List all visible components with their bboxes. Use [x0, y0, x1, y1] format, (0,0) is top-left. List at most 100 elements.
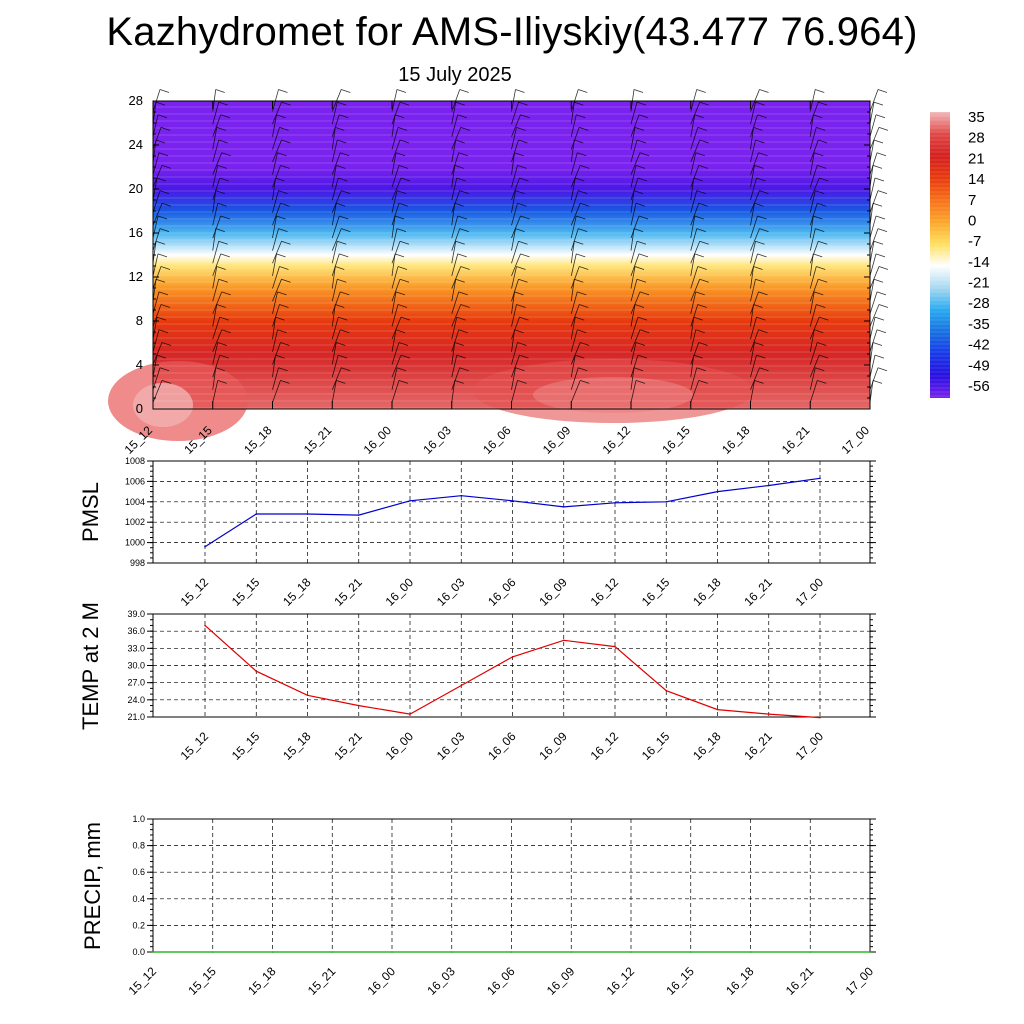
series-point	[511, 499, 514, 502]
wind-barb	[809, 266, 817, 289]
wind-barb	[451, 215, 459, 239]
wind-barb	[331, 253, 340, 277]
wind-barb	[690, 241, 701, 264]
wind-barb	[212, 101, 220, 125]
wind-barb	[331, 354, 339, 378]
wind-barb-flag	[873, 240, 884, 245]
wind-barb-flag	[159, 228, 170, 232]
wind-barb	[391, 152, 397, 175]
wind-barb-flag	[278, 89, 288, 93]
wind-barb	[690, 127, 699, 150]
y-tick-label: 998	[130, 558, 145, 568]
wind-barb	[869, 102, 875, 125]
wind-barb	[570, 177, 576, 201]
x-tick-label: 16_21	[741, 575, 775, 609]
series-point	[630, 951, 632, 953]
series-point	[665, 501, 668, 503]
wind-barb-flag	[161, 164, 172, 169]
colorbar-label: 28	[968, 130, 985, 147]
wind-barb-flag	[817, 202, 827, 207]
wind-barb	[630, 152, 641, 175]
wind-barb	[869, 304, 880, 327]
wind-barb	[511, 241, 519, 264]
wind-barb	[272, 355, 276, 378]
wind-barb-flag	[876, 152, 887, 157]
wind-barb-flag	[277, 329, 287, 334]
wind-barb-flag	[517, 342, 527, 346]
wind-barb	[570, 266, 580, 289]
wind-barb	[451, 279, 457, 302]
wind-barb	[869, 291, 878, 314]
wind-barb-flag	[396, 190, 407, 195]
series-point	[409, 713, 411, 715]
wind-barb-flag	[456, 316, 466, 321]
wind-barb-flag	[397, 266, 408, 270]
series-point	[306, 513, 309, 515]
wind-barb	[690, 177, 695, 201]
y-tick-label: 36.0	[127, 626, 145, 636]
x-tick-label: 15_18	[241, 423, 275, 457]
wind-barb	[451, 114, 459, 137]
wind-barb	[630, 266, 636, 289]
wind-barb	[152, 215, 159, 239]
wind-barb	[750, 279, 756, 302]
wind-barb	[152, 367, 161, 390]
wind-barb	[570, 102, 575, 125]
wind-barb	[451, 190, 461, 213]
wind-barb-flag	[818, 240, 828, 245]
wind-barb-flag	[877, 89, 888, 93]
colorbar-label: 0	[968, 212, 976, 229]
colorbar-label: -35	[968, 316, 990, 333]
wind-barb	[869, 253, 877, 277]
wind-barb	[212, 228, 217, 251]
wind-barb	[152, 329, 160, 352]
wind-barb-flag	[633, 89, 644, 93]
wind-barb-flag	[636, 101, 647, 106]
precip-panel: 0.0 0.2 0.4 0.6 0.8 1.0 15_12 15_15 15_18 15_21 16…	[80, 814, 876, 998]
wind-barb-flag	[339, 215, 349, 220]
wind-barb	[690, 317, 695, 340]
wind-barb	[451, 152, 460, 175]
wind-barb	[690, 367, 698, 390]
x-tick-label: 16_12	[588, 575, 622, 609]
wind-barb	[212, 139, 220, 163]
wind-barb-flag	[699, 139, 709, 144]
wind-barb-flag	[516, 127, 526, 131]
wind-barb	[511, 152, 515, 175]
wind-barb-flag	[216, 266, 226, 270]
wind-barb	[630, 139, 638, 163]
wind-barb	[690, 152, 697, 175]
wind-barb	[630, 165, 637, 188]
wind-barb-flag	[399, 278, 410, 283]
wind-barb	[272, 367, 279, 390]
wind-barb-flag	[818, 139, 828, 144]
wind-barb	[212, 152, 223, 175]
x-tick-label: 15_18	[280, 575, 314, 609]
wind-barb	[272, 215, 277, 239]
wind-barb	[272, 177, 276, 201]
wind-barb-flag	[396, 228, 407, 232]
wind-barb-flag	[635, 164, 646, 169]
wind-barb	[391, 215, 396, 239]
wind-barb-flag	[281, 139, 291, 144]
wind-barb-flag	[398, 202, 409, 207]
wind-barb	[570, 89, 579, 112]
colorbar-label: -28	[968, 295, 990, 312]
wind-barb-flag	[460, 127, 470, 131]
wind-barb	[212, 279, 220, 302]
wind-barb	[451, 228, 461, 251]
series-point	[869, 951, 871, 953]
wind-barb	[152, 228, 161, 251]
wind-barb	[451, 329, 460, 352]
wind-barb-flag	[398, 342, 409, 346]
series-point	[204, 624, 206, 627]
wind-barb	[869, 279, 875, 302]
wind-barb-flag	[341, 190, 351, 195]
wind-barb	[212, 127, 218, 150]
wind-barb-flag	[580, 380, 590, 384]
wind-barb-flag	[698, 342, 708, 346]
wind-barb-flag	[574, 139, 584, 144]
wind-barb	[570, 127, 580, 150]
wind-barb	[511, 266, 517, 289]
